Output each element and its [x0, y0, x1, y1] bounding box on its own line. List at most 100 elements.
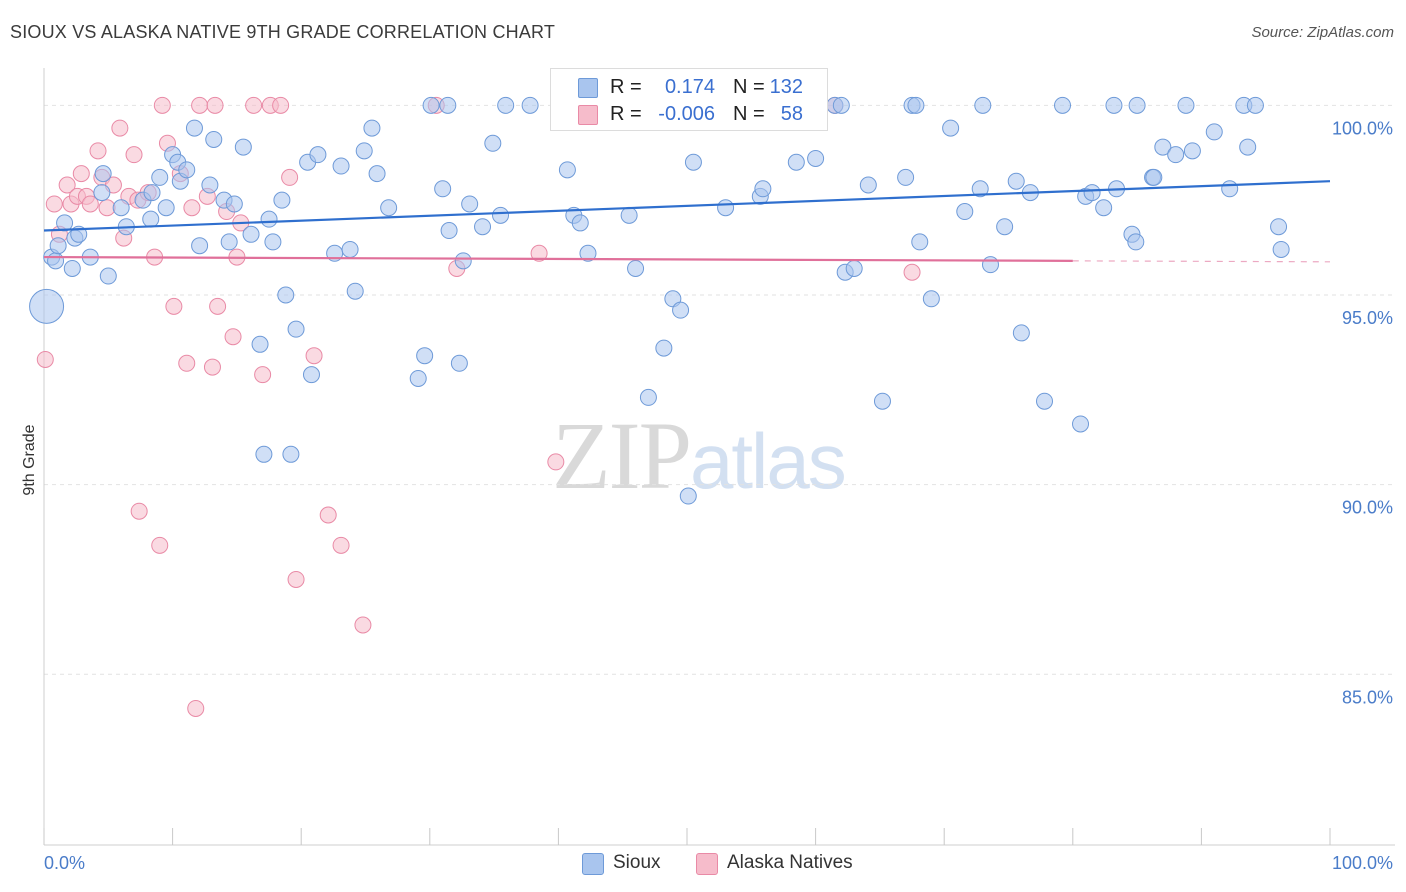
sioux-point	[264, 233, 282, 251]
sioux-point	[1145, 168, 1163, 186]
sioux-point	[922, 290, 940, 308]
sioux-point	[63, 259, 81, 277]
sioux-point	[1012, 324, 1030, 342]
sioux-point	[1205, 123, 1223, 141]
sioux-point	[355, 142, 373, 160]
series-legend: Sioux Alaska Natives	[0, 850, 1406, 880]
sioux-point	[99, 267, 117, 285]
y-tick-label: 90.0%	[1342, 498, 1393, 518]
sioux-point	[684, 153, 702, 171]
alaska-natives-point	[98, 199, 116, 217]
sioux-point	[1095, 199, 1113, 217]
alaska-natives-point	[319, 506, 337, 524]
alaska-natives-point	[305, 347, 323, 365]
legend-r-label: R =	[610, 103, 642, 125]
sioux-point	[1083, 184, 1101, 202]
y-tick-label: 100.0%	[1332, 118, 1393, 138]
alaska-natives-point	[272, 96, 290, 114]
sioux-point	[142, 210, 160, 228]
sioux-point	[1177, 96, 1195, 114]
legend-r-value: -0.006	[658, 103, 715, 125]
sioux-point	[439, 96, 457, 114]
alaska-natives-point	[287, 570, 305, 588]
sioux-point	[440, 222, 458, 240]
sioux-point	[492, 206, 510, 224]
sioux-point	[346, 282, 364, 300]
legend-n-value: 58	[780, 103, 803, 125]
grid-lines	[44, 104, 1395, 675]
axis-labels: 100.0% 95.0% 90.0% 85.0% 0.0% 100.0% 9th Grade	[21, 118, 1393, 873]
sioux-point	[434, 180, 452, 198]
sioux-point	[461, 195, 479, 213]
sioux-point	[639, 388, 657, 406]
sioux-point	[273, 191, 291, 209]
alaska-natives-point	[191, 96, 209, 114]
sioux-point	[1072, 415, 1090, 433]
alaska-natives-point	[36, 350, 54, 368]
sioux-point	[422, 96, 440, 114]
alaska-natives-point	[81, 195, 99, 213]
trend-lines	[43, 180, 1331, 263]
sioux-point	[832, 96, 850, 114]
sioux-point	[971, 180, 989, 198]
alaska-natives-point	[58, 176, 76, 194]
sioux-point	[845, 259, 863, 277]
alaska-natives-point	[153, 96, 171, 114]
sioux-swatch	[578, 78, 598, 98]
sioux-point	[94, 165, 112, 183]
sioux-point	[474, 218, 492, 236]
sioux-point	[974, 96, 992, 114]
sioux-point	[56, 214, 74, 232]
alaska-natives-point	[125, 146, 143, 164]
sioux-point	[143, 184, 161, 202]
legend-r-value: 0.174	[664, 76, 715, 98]
alaska-natives-point	[89, 142, 107, 160]
sioux-point	[1239, 138, 1257, 156]
sioux-point	[956, 203, 974, 221]
alaska-natives-point	[45, 195, 63, 213]
sioux-point	[1127, 233, 1145, 251]
watermark-atlas: atlas	[690, 417, 847, 505]
alaska-natives-point	[547, 453, 565, 471]
sioux-point	[996, 218, 1014, 236]
sioux-point	[49, 237, 67, 255]
legend-n-label: N =	[733, 76, 765, 98]
sioux-point	[907, 96, 925, 114]
alaska-natives-point	[111, 119, 129, 137]
sioux-point	[341, 240, 359, 258]
sioux-point	[178, 161, 196, 179]
sioux-point	[277, 286, 295, 304]
alaska-swatch	[578, 105, 598, 125]
alaska-natives-point	[187, 699, 205, 717]
alaska-natives-point	[245, 96, 263, 114]
alaska-natives-trend-extension	[1072, 260, 1331, 263]
sioux-point	[484, 134, 502, 152]
legend-row-sioux: R = 0.174 N = 132	[551, 74, 827, 100]
sioux-point	[787, 153, 805, 171]
legend-n-value: 132	[769, 76, 803, 98]
sioux-point	[627, 259, 645, 277]
alaska-natives-point	[254, 366, 272, 384]
sioux-point	[287, 320, 305, 338]
sioux-point	[282, 445, 300, 463]
sioux-point	[185, 119, 203, 137]
sioux-point	[873, 392, 891, 410]
sioux-point	[558, 161, 576, 179]
alaska-natives-point	[209, 297, 227, 315]
sioux-point	[416, 347, 434, 365]
sioux-points	[29, 96, 1290, 505]
sioux-point	[380, 199, 398, 217]
sioux-point	[251, 335, 269, 353]
sioux-point	[93, 184, 111, 202]
sioux-point	[409, 369, 427, 387]
sioux-point	[1272, 240, 1290, 258]
alaska-natives-point	[903, 263, 921, 281]
sioux-point	[332, 157, 350, 175]
alaska-natives-point	[224, 328, 242, 346]
sioux-point	[1054, 96, 1072, 114]
sioux-point	[1270, 218, 1288, 236]
sioux-point	[1128, 96, 1146, 114]
sioux-point	[47, 252, 65, 270]
sioux-point	[191, 237, 209, 255]
alaska-natives-point	[151, 536, 169, 554]
